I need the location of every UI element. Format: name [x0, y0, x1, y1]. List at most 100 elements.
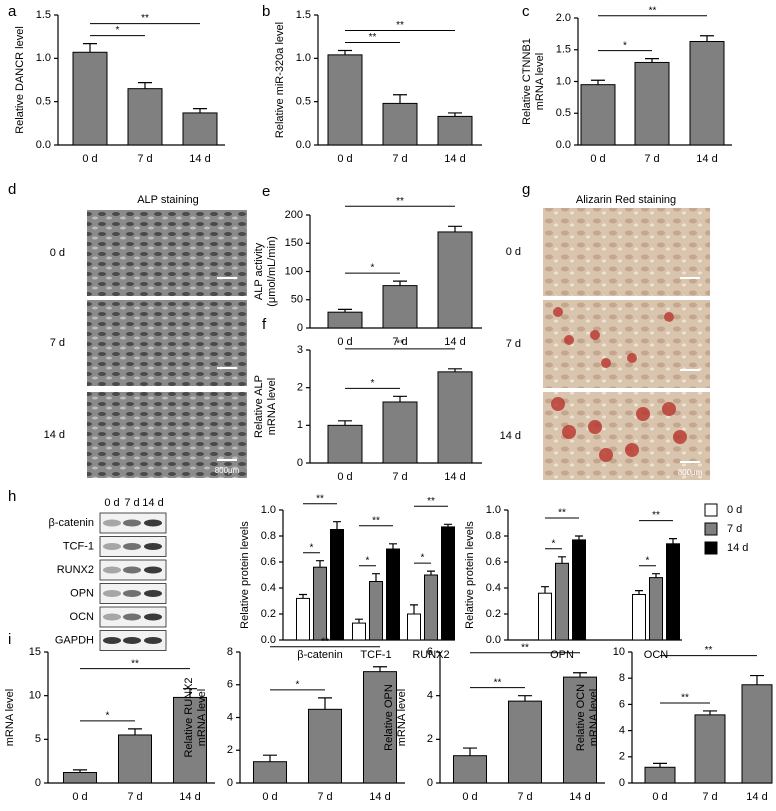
- blot-band: [103, 590, 121, 597]
- y-axis-label: Relative DANCR level: [14, 26, 26, 134]
- y-tick-label: 6: [619, 698, 625, 710]
- error-bar: [393, 280, 407, 286]
- y-tick-label: 0: [227, 777, 233, 789]
- x-tick-label: 0 d: [590, 153, 605, 165]
- bar: [327, 424, 363, 464]
- panel-letter: h: [8, 488, 16, 505]
- row-label: 0 d: [506, 246, 521, 258]
- x-tick-label: 14 d: [444, 471, 465, 483]
- y-tick-label: 0.5: [36, 96, 51, 108]
- bar: [689, 40, 725, 146]
- bar: [253, 761, 287, 784]
- scale-label: 800μm: [215, 466, 240, 475]
- x-tick-label: 0 d: [262, 791, 277, 803]
- scale-label: 800μm: [678, 468, 703, 477]
- stain-nodule: [636, 407, 650, 421]
- panel-letter: g: [522, 181, 530, 198]
- y-axis-label: Relative TCF-1: [0, 681, 3, 755]
- y-axis-label: Relative OPN: [383, 684, 395, 751]
- y-tick-label: 6: [427, 646, 433, 658]
- significance-label: *: [296, 679, 300, 690]
- significance-label: *: [623, 40, 627, 51]
- error-bar: [635, 590, 643, 595]
- y-tick-label: 10: [613, 646, 625, 658]
- significance-label: **: [321, 636, 329, 647]
- legend-label: 0 d: [727, 504, 742, 516]
- x-tick-label: 7 d: [317, 791, 332, 803]
- x-tick-label: OPN: [550, 649, 574, 661]
- blot-band: [123, 519, 141, 527]
- y-tick-label: 2: [619, 751, 625, 763]
- blot-band: [144, 543, 162, 550]
- y-tick-label: 0.5: [296, 96, 311, 108]
- y-tick-label: 4: [427, 690, 433, 702]
- error-bar: [73, 769, 87, 773]
- y-tick-label: 1.0: [296, 52, 311, 64]
- stain-nodule: [601, 358, 611, 368]
- y-tick-label: 0.5: [556, 107, 571, 119]
- y-tick-label: 150: [285, 237, 303, 249]
- error-bar: [700, 35, 714, 42]
- row-label: 0 d: [50, 247, 65, 259]
- x-tick-label: OCN: [644, 649, 669, 661]
- y-axis-label: Relative RUNX2: [183, 677, 195, 757]
- y-axis-label: Relative CTNNB1: [521, 38, 533, 125]
- y-tick-label: 6: [227, 679, 233, 691]
- significance-label: *: [371, 378, 375, 389]
- bar: [649, 577, 663, 641]
- row-label: 7 d: [506, 338, 521, 350]
- error-bar: [263, 754, 277, 762]
- bar: [424, 574, 438, 641]
- blot-row-label: OCN: [70, 611, 95, 623]
- blot-column: 7 d: [124, 497, 139, 509]
- bar: [508, 700, 542, 784]
- bar: [634, 61, 670, 146]
- y-tick-label: 1.5: [556, 44, 571, 56]
- y-tick-label: 3: [297, 344, 303, 356]
- y-tick-label: 2.0: [556, 12, 571, 24]
- bar: [296, 597, 310, 641]
- y-tick-label: 1.0: [36, 52, 51, 64]
- bar: [580, 84, 616, 146]
- micrograph: [87, 210, 247, 296]
- bar: [666, 543, 680, 641]
- blot-column: 14 d: [142, 497, 163, 509]
- bar: [437, 371, 473, 464]
- significance-label: **: [681, 693, 689, 704]
- row-label: 7 d: [50, 337, 65, 349]
- x-tick-label: 14 d: [179, 791, 200, 803]
- y-tick-label: 1: [297, 419, 303, 431]
- x-tick-label: 14 d: [444, 336, 465, 348]
- y-axis-label: Relative protein levels: [239, 521, 251, 629]
- error-bar: [410, 604, 418, 614]
- error-bar: [541, 586, 549, 594]
- bar: [407, 613, 421, 641]
- y-tick-label: 8: [227, 646, 233, 658]
- x-tick-label: 7 d: [392, 471, 407, 483]
- legend-swatch: [704, 503, 718, 517]
- bar: [313, 566, 327, 641]
- bar: [327, 54, 363, 146]
- panel-letter: a: [8, 3, 17, 20]
- stain-nodule: [588, 420, 602, 434]
- x-tick-label: 0 d: [337, 153, 352, 165]
- significance-label: **: [131, 658, 139, 669]
- row-label: 14 d: [44, 429, 65, 441]
- bar: [555, 562, 569, 641]
- significance-label: *: [366, 555, 370, 566]
- y-tick-label: 0.8: [261, 530, 276, 542]
- bar: [327, 311, 363, 329]
- y-tick-label: 50: [291, 294, 303, 306]
- blot-row-label: β-catenin: [49, 517, 94, 529]
- significance-label: **: [427, 496, 435, 507]
- y-tick-label: 0.2: [261, 608, 276, 620]
- blot-band: [123, 613, 141, 621]
- micrograph: [87, 300, 247, 386]
- bar: [127, 88, 163, 146]
- error-bar: [448, 225, 462, 232]
- x-tick-label: 7 d: [517, 791, 532, 803]
- y-axis-label: mRNA level: [266, 378, 278, 435]
- error-bar: [393, 395, 407, 402]
- significance-label: **: [494, 677, 502, 688]
